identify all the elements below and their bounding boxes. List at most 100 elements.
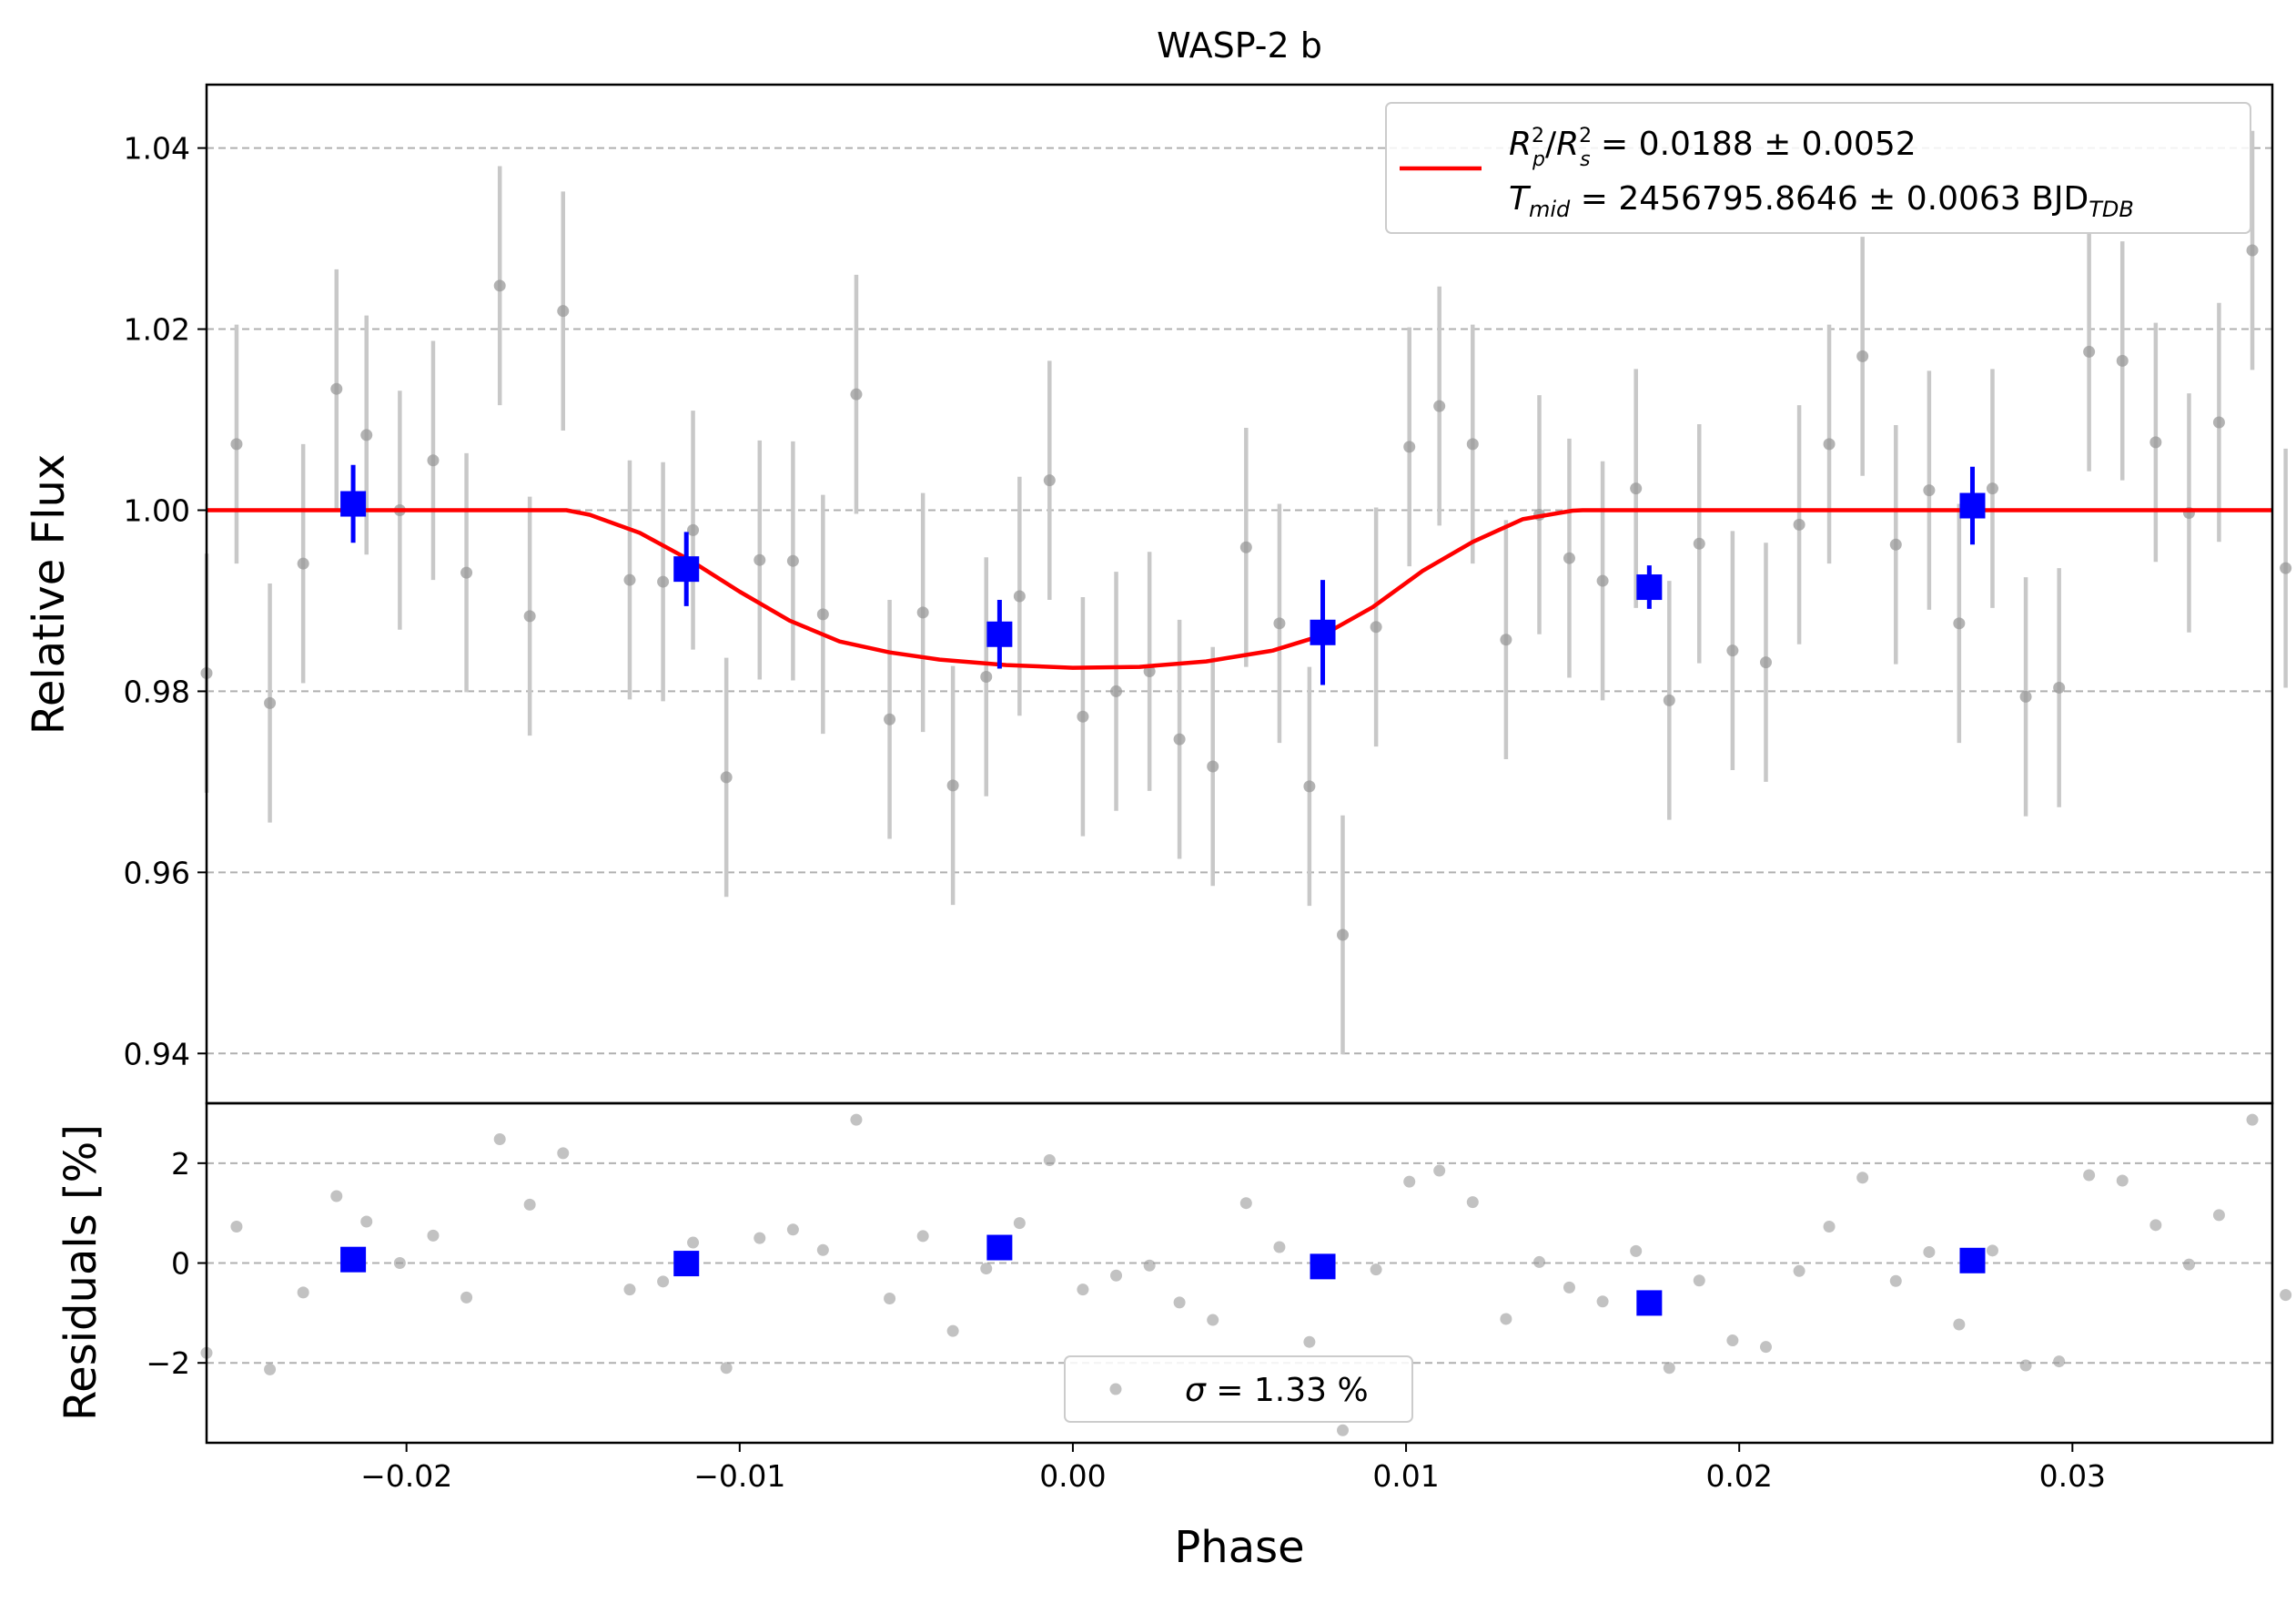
residuals-legend: σ = 1.33 % bbox=[1064, 1355, 1413, 1423]
raw-point bbox=[1596, 574, 1609, 587]
raw-point bbox=[1173, 733, 1186, 746]
legend-rs-sub: s bbox=[1580, 148, 1590, 171]
residual-point bbox=[1173, 1296, 1186, 1309]
binned-residual-point bbox=[1959, 1247, 1986, 1273]
flux-y-tick-label: 1.02 bbox=[124, 312, 190, 348]
residual-point bbox=[264, 1363, 277, 1375]
raw-point bbox=[460, 566, 473, 579]
residual-point bbox=[427, 1229, 440, 1242]
residual-point bbox=[980, 1263, 993, 1275]
residual-point bbox=[916, 1230, 929, 1243]
raw-point bbox=[786, 554, 799, 567]
legend-rp-sup: 2 bbox=[1532, 125, 1544, 147]
legend-depth-label: R2 p/R2 s = 0.0188 ± 0.0052 bbox=[1509, 125, 1917, 171]
raw-point bbox=[687, 523, 700, 536]
raw-point bbox=[264, 696, 277, 709]
residual-point bbox=[754, 1232, 766, 1244]
residual-point bbox=[1693, 1274, 1705, 1287]
legend-tdb-sub: TDB bbox=[2089, 197, 2134, 222]
raw-point bbox=[1923, 484, 1936, 497]
residual-point bbox=[1823, 1220, 1836, 1233]
residual-point bbox=[1466, 1196, 1479, 1209]
binned-point bbox=[673, 556, 700, 583]
raw-point bbox=[2083, 345, 2096, 358]
binned-point bbox=[340, 491, 367, 517]
raw-point bbox=[2053, 681, 2066, 694]
residual-point bbox=[786, 1223, 799, 1236]
legend-rp: R bbox=[1509, 126, 1532, 163]
residual-point bbox=[720, 1362, 733, 1375]
residual-point bbox=[657, 1275, 670, 1288]
x-tick-label: 0.01 bbox=[1372, 1458, 1439, 1494]
raw-point bbox=[1370, 621, 1382, 634]
legend-t: T bbox=[1509, 180, 1532, 218]
residual-point bbox=[460, 1291, 473, 1304]
transit-model-line bbox=[207, 508, 2272, 670]
binned-point bbox=[986, 621, 1013, 647]
residual-point bbox=[1110, 1269, 1123, 1282]
raw-point bbox=[720, 771, 733, 784]
residuals-y-tick-label: −2 bbox=[146, 1345, 190, 1381]
residual-point bbox=[1403, 1175, 1416, 1188]
raw-point bbox=[1239, 541, 1252, 553]
residual-point bbox=[1337, 1424, 1349, 1436]
residual-point bbox=[1793, 1264, 1805, 1277]
raw-point bbox=[657, 575, 670, 588]
residual-point bbox=[2246, 1113, 2259, 1126]
residual-point bbox=[1856, 1172, 1869, 1184]
residual-point bbox=[393, 1257, 406, 1270]
residual-point bbox=[360, 1215, 373, 1228]
legend-tmid-label: Tmid = 2456795.8646 ± 0.0063 BJDTDB bbox=[1509, 180, 2134, 222]
raw-point bbox=[1403, 441, 1416, 453]
legend-rp-sub: p bbox=[1532, 148, 1545, 171]
raw-point bbox=[850, 388, 863, 401]
flux-panel-frame bbox=[205, 83, 2274, 1105]
residual-point bbox=[623, 1283, 636, 1296]
raw-point bbox=[1856, 350, 1869, 362]
raw-point bbox=[1889, 538, 1902, 551]
residual-point bbox=[1533, 1255, 1546, 1268]
raw-point bbox=[360, 429, 373, 441]
raw-point bbox=[1823, 438, 1836, 451]
raw-point bbox=[1500, 634, 1512, 646]
binned-point bbox=[1959, 492, 1986, 519]
raw-point bbox=[1466, 438, 1479, 451]
raw-point bbox=[1953, 617, 1966, 630]
residual-point bbox=[2116, 1174, 2129, 1187]
legend-sigma-value: = 1.33 % bbox=[1206, 1372, 1369, 1409]
residual-point bbox=[1986, 1244, 1998, 1257]
residual-point bbox=[1239, 1197, 1252, 1210]
raw-point bbox=[1793, 518, 1805, 531]
raw-point bbox=[297, 557, 309, 570]
binned-point bbox=[1310, 619, 1336, 645]
residuals-y-tick-label: 0 bbox=[171, 1246, 190, 1282]
binned-residual-point bbox=[340, 1246, 367, 1273]
raw-point bbox=[1143, 665, 1156, 678]
raw-point bbox=[1337, 928, 1349, 941]
residual-point bbox=[2280, 1289, 2292, 1302]
raw-point bbox=[493, 279, 506, 292]
residual-point bbox=[687, 1236, 700, 1249]
flux-y-tick-label: 1.00 bbox=[124, 492, 190, 528]
residual-point bbox=[297, 1286, 309, 1299]
residual-point bbox=[493, 1132, 506, 1145]
residual-point bbox=[1013, 1217, 1026, 1230]
residual-point bbox=[1077, 1283, 1089, 1296]
residual-point bbox=[230, 1220, 243, 1233]
legend-slash: / bbox=[1545, 126, 1557, 163]
raw-point bbox=[2280, 562, 2292, 574]
flux-y-tick-label: 1.04 bbox=[124, 131, 190, 167]
binned-point bbox=[1636, 574, 1663, 601]
raw-point bbox=[330, 382, 343, 395]
raw-point bbox=[1273, 617, 1286, 630]
legend-tmid-value: = 2456795.8646 ± 0.0063 BJD bbox=[1570, 180, 2089, 218]
raw-point bbox=[1630, 482, 1643, 495]
raw-point bbox=[1110, 685, 1123, 697]
residual-point bbox=[1953, 1318, 1966, 1331]
raw-point bbox=[1759, 656, 1772, 669]
residual-point bbox=[1563, 1281, 1575, 1294]
raw-point bbox=[1043, 474, 1056, 487]
residual-point bbox=[1043, 1154, 1056, 1167]
residual-point bbox=[1500, 1313, 1512, 1325]
raw-point bbox=[230, 438, 243, 451]
